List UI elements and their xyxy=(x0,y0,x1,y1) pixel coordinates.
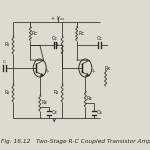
Text: Fig. 16.12   Two-Stage R-C Coupled Transistor Amplifi: Fig. 16.12 Two-Stage R-C Coupled Transis… xyxy=(1,140,150,144)
Text: Cᴇ: Cᴇ xyxy=(52,111,58,116)
Text: Rᴄ: Rᴄ xyxy=(32,31,38,36)
Text: Cᴄ: Cᴄ xyxy=(52,36,58,41)
Text: R₁: R₁ xyxy=(4,42,9,48)
Text: Rᴄ: Rᴄ xyxy=(78,31,84,36)
Text: Rᴇ: Rᴇ xyxy=(87,96,93,101)
Text: Cᴵ: Cᴵ xyxy=(2,60,6,64)
Text: R₃: R₃ xyxy=(53,42,59,48)
Text: Cᴇ: Cᴇ xyxy=(97,111,103,116)
Text: Rᴇ: Rᴇ xyxy=(41,100,47,105)
Text: Q₁: Q₁ xyxy=(45,69,50,73)
Text: + Vₒₓ: + Vₒₓ xyxy=(51,16,64,21)
Text: Q₂: Q₂ xyxy=(90,69,96,73)
Text: R₂: R₂ xyxy=(4,90,9,96)
Text: R₄: R₄ xyxy=(53,90,59,96)
Text: Rᴋ: Rᴋ xyxy=(105,66,111,70)
Text: Cᴄ: Cᴄ xyxy=(97,36,103,41)
